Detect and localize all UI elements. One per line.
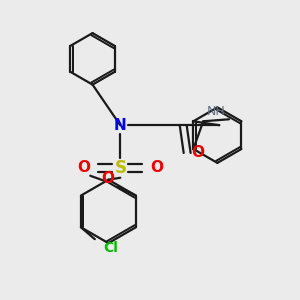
Text: NH: NH bbox=[207, 105, 226, 118]
Text: S: S bbox=[114, 159, 126, 177]
Text: O: O bbox=[191, 146, 204, 160]
Text: O: O bbox=[150, 160, 164, 175]
Text: Cl: Cl bbox=[103, 241, 118, 255]
Text: N: N bbox=[114, 118, 127, 133]
Text: O: O bbox=[77, 160, 90, 175]
Text: O: O bbox=[102, 171, 115, 186]
